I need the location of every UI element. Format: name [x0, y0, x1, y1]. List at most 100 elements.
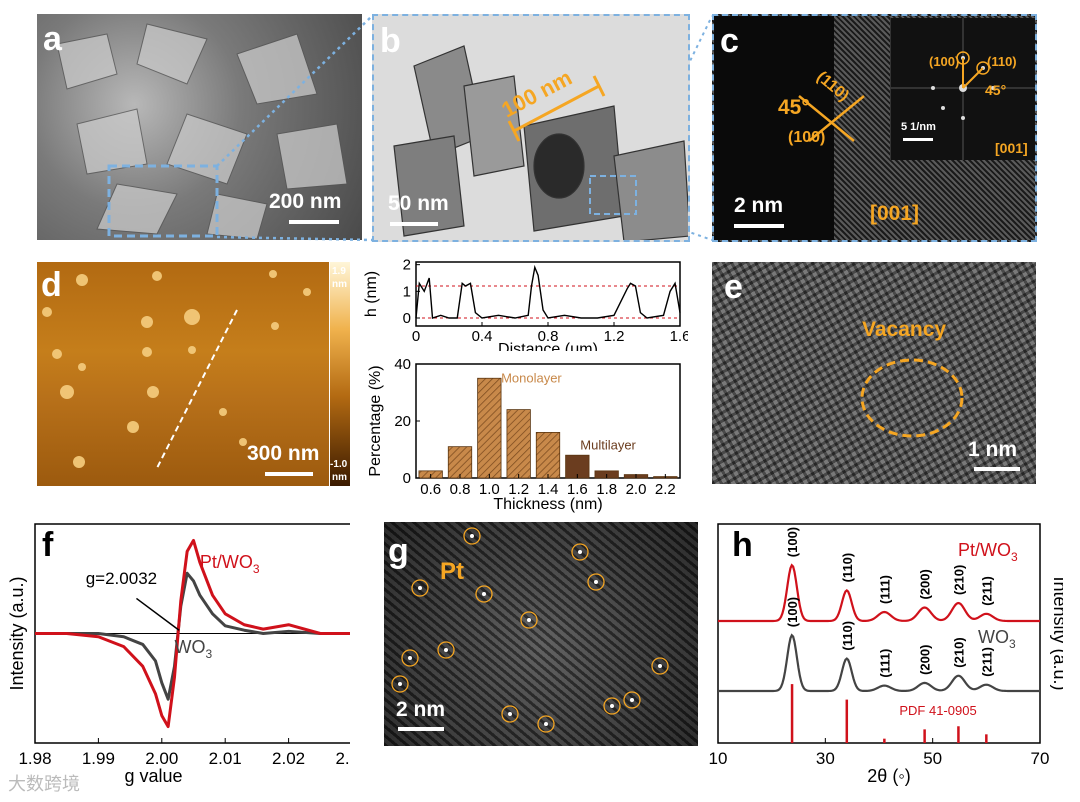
x-tick-label: 0.8 [450, 481, 471, 498]
pt-atom-marker [401, 649, 419, 667]
y-tick-label: 2 [403, 257, 411, 274]
pt-atom-marker [437, 641, 455, 659]
fft-scale: 5 1/nm [901, 121, 936, 133]
panel-label: a [43, 20, 62, 58]
scale-bar [974, 467, 1020, 471]
peak-label-pt: (100) [785, 527, 800, 557]
x-tick-label: 2.0 [626, 481, 647, 498]
panel-h-label: h [732, 526, 753, 564]
monolayer-label: Monolayer [501, 370, 562, 385]
vacuum-region [714, 16, 834, 240]
peak-label-wo3: (110) [840, 621, 855, 651]
x-tick-label: 2.2 [655, 481, 676, 498]
pt-atom-marker [520, 611, 538, 629]
g-value-annotation: g=2.0032 [86, 569, 157, 588]
pt-atom [658, 664, 662, 668]
x-tick-label: 1.0 [479, 481, 500, 498]
x-tick-label: 1.99 [82, 749, 115, 768]
pt-atom [594, 580, 598, 584]
pt-atom-marker [651, 657, 669, 675]
panel-e-vacancy-image: e Vacancy 1 nm [712, 262, 1036, 484]
y-axis-label: Intensity (a.u.) [1050, 576, 1063, 690]
epr-series-WO3 [35, 571, 350, 701]
scale-bar-label: 2 nm [734, 194, 784, 217]
panel-d-afm-image: d 300 nm [37, 262, 329, 486]
peak-label-wo3: (211) [979, 647, 994, 677]
x-axis-label: Thickness (nm) [493, 496, 602, 513]
x-tick-label: 1.6 [670, 328, 688, 345]
x-tick-label: 1.2 [508, 481, 529, 498]
panel-f-label: f [42, 526, 54, 564]
pt-atom-marker [571, 543, 589, 561]
pt-atom-marker [501, 705, 519, 723]
fft-inset: (100) (110) 45° 5 1/nm [001] [890, 18, 1035, 160]
pt-atom [470, 534, 474, 538]
y-tick-label: 0 [403, 310, 411, 327]
colorbar-bottom: -1.0 [330, 459, 348, 470]
pt-atom-marker [623, 691, 641, 709]
vacancy-label: Vacancy [862, 318, 947, 341]
x-tick-label: 1.4 [538, 481, 559, 498]
reference-label: PDF 41-0905 [899, 703, 976, 718]
xrd-chart: (100) (100) (110) (110) (111) (111) (200) (200)… [709, 523, 1063, 786]
plot-frame [717, 523, 1041, 744]
pt-atom [398, 682, 402, 686]
thickness-histogram-chart: 0.6 0.8 1.0 1.2 1.4 1.6 1.8 2.0 2.2 0 20 40 Monolaye… [367, 356, 681, 513]
series-label-wo3: WO3 [174, 637, 212, 661]
y-tick-label: 1 [403, 283, 411, 300]
series-label-1: WO3 [978, 627, 1016, 651]
pt-atom-marker [603, 697, 621, 715]
y-axis-label: Percentage (%) [367, 365, 384, 476]
series-label-0: Pt/WO3 [958, 540, 1018, 564]
x-axis-label: g value [124, 766, 182, 786]
panel-a-sem-image: a 200 nm [37, 14, 362, 240]
x-tick-label: 2.01 [209, 749, 242, 768]
panel-label: c [720, 22, 739, 60]
pt-atom-marker [391, 675, 409, 693]
xrd-series-pt-wo3 [718, 563, 1040, 623]
x-tick-label: 70 [1031, 749, 1050, 768]
x-tick-label: 0 [412, 328, 420, 345]
peak-label-pt: (110) [840, 553, 855, 583]
x-axis-label: Distance (μm) [498, 341, 598, 351]
scale-bar [265, 472, 313, 476]
plane-label-100: (100) [788, 129, 826, 146]
scale-bar-label: 200 nm [269, 190, 342, 213]
x-tick-label: 2.00 [145, 749, 178, 768]
x-tick-label: 1.98 [18, 749, 51, 768]
pt-atom-marker [587, 573, 605, 591]
watermark: 大数跨境 [8, 774, 80, 795]
x-tick-label: 1.6 [567, 481, 588, 498]
epr-chart: 1.98 1.99 2.00 2.01 2.02 2.03 g value Intensity… [7, 523, 350, 786]
pt-atom-marker [475, 585, 493, 603]
fft-label-100: (100) [929, 54, 960, 69]
panel-c-hrtem-image: (100) (110) 45° 5 1/nm [001] c (110) 45°… [712, 14, 1037, 242]
pt-atom [444, 648, 448, 652]
colorbar-bottom-unit: nm [332, 472, 347, 483]
x-tick-label: 0.4 [472, 328, 493, 345]
fft-angle: 45° [985, 82, 1007, 98]
pt-atom [610, 704, 614, 708]
angle-label: 45° [778, 96, 810, 119]
series-label-pt-wo3: Pt/WO3 [200, 552, 260, 576]
scale-bar-label: 50 nm [388, 192, 449, 215]
peak-label-wo3: (210) [951, 637, 966, 667]
peak-label-wo3: (100) [785, 597, 800, 627]
fft-zone: [001] [995, 140, 1028, 156]
peak-label-pt: (111) [877, 575, 892, 604]
epr-series-Pt/WO3 [35, 538, 350, 729]
zoom-box [107, 164, 219, 238]
pt-atom [527, 618, 531, 622]
x-axis-label: 2θ (◦) [867, 766, 910, 786]
peak-label-wo3: (200) [918, 645, 933, 675]
histogram-bar [447, 446, 473, 479]
zone-axis-label: [001] [870, 202, 920, 225]
colorbar [330, 262, 350, 486]
y-axis-label: h (nm) [363, 271, 380, 317]
pt-atom [482, 592, 486, 596]
panel-label: e [724, 268, 743, 306]
pt-atom [408, 656, 412, 660]
x-tick-label: 2.02 [272, 749, 305, 768]
panel-label: b [380, 22, 401, 60]
y-axis-label: Intensity (a.u.) [7, 576, 27, 690]
